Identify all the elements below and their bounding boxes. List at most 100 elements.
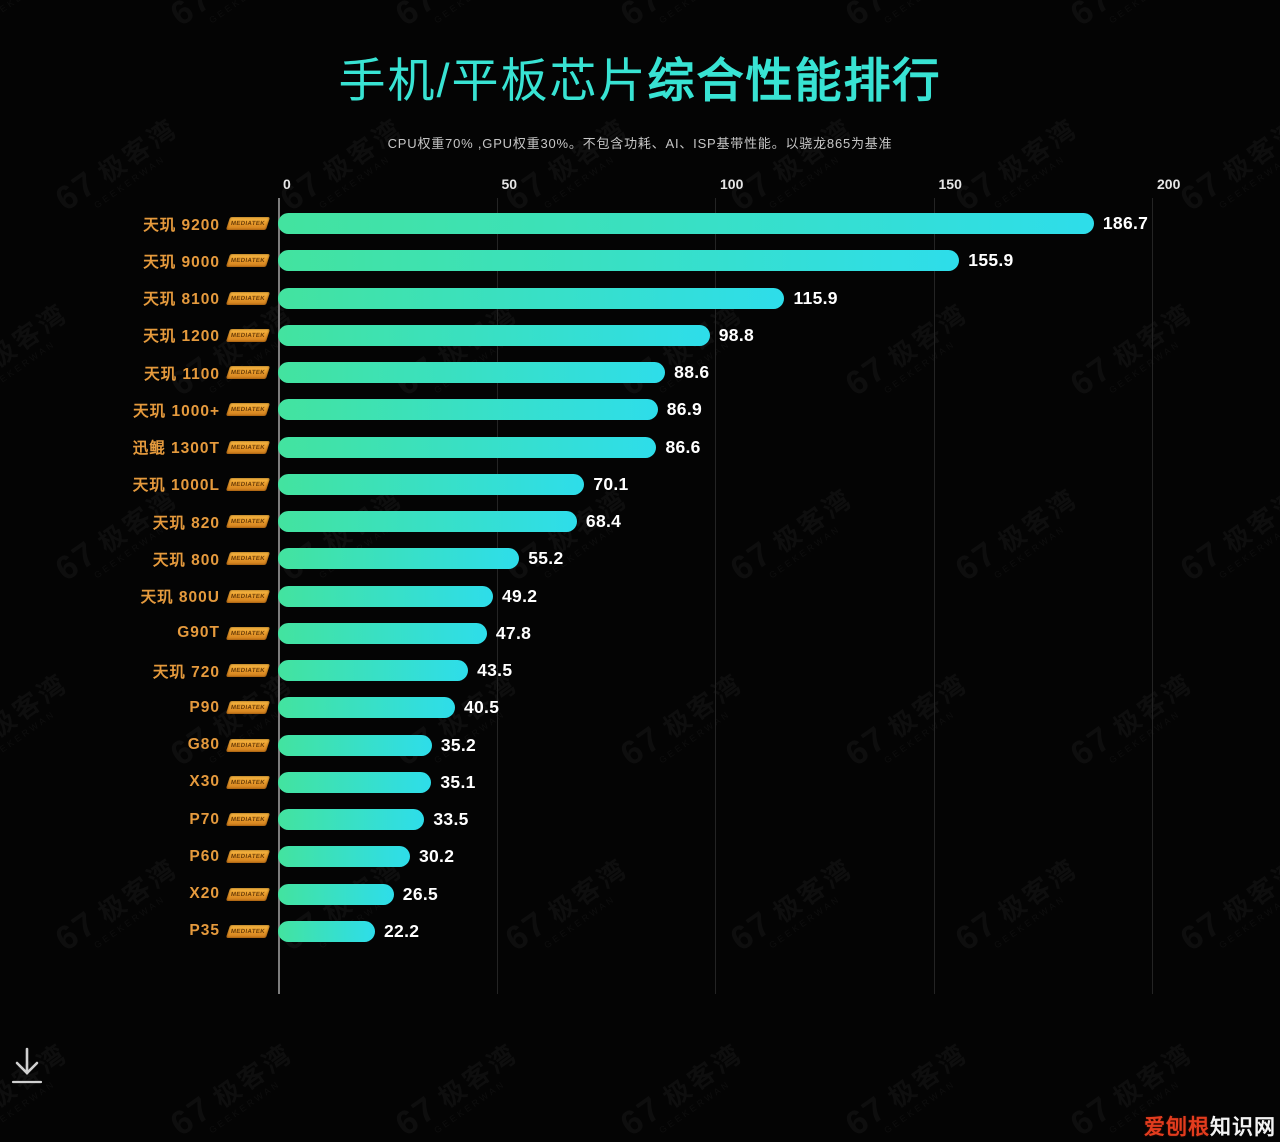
bar-value: 35.2 [440, 734, 477, 755]
label-cell: 天玑 9200 MEDIATEK [0, 213, 278, 235]
page-title: 手机/平板芯片综合性能排行 [0, 42, 1280, 111]
chip-label: 天玑 800 [152, 551, 220, 569]
bar-value: 186.7 [1102, 213, 1149, 234]
bar-row: 天玑 1100 MEDIATEK 88.6 [0, 354, 1280, 391]
mediatek-logo-badge: MEDIATEK [225, 924, 271, 938]
watermark-cn-text: 极客湾 [658, 1037, 749, 1113]
bar-value: 86.6 [665, 436, 701, 457]
bar-track: 33.5 [278, 801, 1280, 838]
mediatek-logo-badge: MEDIATEK [225, 664, 271, 678]
watermark-en-text: GEEKERWAN [860, 1063, 980, 1142]
bar [278, 734, 432, 756]
watermark-cn-text: 极客湾 [433, 1037, 524, 1113]
tick-label-200: 200 [1157, 176, 1181, 192]
watermark-en-text: GEEKERWAN [410, 0, 530, 41]
bar-value: 22.2 [384, 920, 420, 941]
chip-label: 天玑 800U [140, 589, 220, 607]
watermark-logo: 67 [839, 1089, 895, 1142]
bar-value: 35.1 [440, 771, 476, 792]
watermark-tile: 67极客湾GEEKERWAN [839, 0, 980, 41]
bar-track: 49.2 [278, 578, 1280, 615]
watermark-tile: 67极客湾GEEKERWAN [839, 1034, 980, 1142]
bar [278, 213, 1094, 235]
mediatek-badge-label: MEDIATEK [230, 369, 266, 376]
watermark-logo: 67 [614, 1089, 670, 1142]
bar-track: 22.2 [278, 913, 1280, 950]
bar [278, 399, 658, 421]
watermark-en-text: GEEKERWAN [860, 0, 980, 41]
site-watermark-white: 知识网 [1210, 1116, 1276, 1139]
watermark-tile: 67极客湾GEEKERWAN [614, 0, 755, 41]
watermark-en-text: GEEKERWAN [410, 1063, 530, 1142]
label-cell: 迅鲲 1300T MEDIATEK [0, 436, 278, 458]
bar-row: G80 MEDIATEK 35.2 [0, 727, 1280, 764]
label-cell: 天玑 1000+ MEDIATEK [0, 399, 278, 421]
label-cell: 天玑 1000L MEDIATEK [0, 473, 278, 495]
mediatek-logo-badge: MEDIATEK [225, 366, 271, 380]
chip-label: G90T [177, 624, 220, 642]
bar-track: 98.8 [278, 317, 1280, 354]
label-cell: P70 MEDIATEK [0, 811, 278, 829]
label-cell: 天玑 800 MEDIATEK [0, 548, 278, 570]
bar-track: 47.8 [278, 615, 1280, 652]
watermark-tile: 67极客湾GEEKERWAN [1064, 0, 1205, 41]
label-cell: 天玑 1100 MEDIATEK [0, 362, 278, 384]
bar-value: 98.8 [718, 324, 755, 345]
bar [278, 660, 469, 682]
label-cell: 天玑 800U MEDIATEK [0, 585, 278, 607]
gridline-200 [1152, 198, 1153, 994]
bar [278, 548, 520, 570]
label-cell: X20 MEDIATEK [0, 885, 278, 903]
chip-label: P35 [189, 922, 220, 940]
bar [278, 920, 375, 942]
label-cell: P60 MEDIATEK [0, 848, 278, 866]
bar-track: 35.2 [278, 727, 1280, 764]
bar [278, 771, 432, 793]
mediatek-logo-badge: MEDIATEK [225, 738, 271, 752]
gridline-100 [715, 198, 716, 994]
chart-subtitle: CPU权重70% ,GPU权重30%。不包含功耗、AI、ISP基带性能。以骁龙8… [387, 136, 893, 151]
chip-label: 天玑 1000L [132, 477, 220, 495]
title-part-2: 综合性能排行 [647, 54, 942, 107]
mediatek-badge-label: MEDIATEK [230, 257, 266, 264]
bar-row: P70 MEDIATEK 33.5 [0, 801, 1280, 838]
tick-label-100: 100 [720, 176, 744, 192]
download-icon[interactable] [10, 1046, 44, 1090]
bar-chart: 0 50 100 150 200 天玑 9200 MEDIATEK 186.7 天玑 9000… [0, 172, 1280, 1007]
label-cell: 天玑 8100 MEDIATEK [0, 287, 278, 309]
bar-row: 天玑 800 MEDIATEK 55.2 [0, 540, 1280, 577]
mediatek-badge-label: MEDIATEK [230, 220, 266, 227]
mediatek-logo-badge: MEDIATEK [225, 887, 271, 901]
mediatek-badge-label: MEDIATEK [230, 593, 266, 600]
chip-label: X20 [189, 885, 220, 903]
chip-label: 天玑 820 [152, 514, 220, 532]
bar-row: 天玑 720 MEDIATEK 43.5 [0, 652, 1280, 689]
bar [278, 511, 577, 533]
tick-label-150: 150 [938, 176, 962, 192]
tick-label-0: 0 [283, 176, 291, 192]
bar-row: P90 MEDIATEK 40.5 [0, 689, 1280, 726]
mediatek-badge-label: MEDIATEK [230, 481, 266, 488]
mediatek-badge-label: MEDIATEK [230, 630, 266, 637]
bar-track: 70.1 [278, 466, 1280, 503]
site-watermark: 爱刨根知识网 [1144, 1111, 1276, 1141]
label-cell: P35 MEDIATEK [0, 922, 278, 940]
chip-label: 天玑 8100 [143, 291, 220, 309]
bar [278, 287, 785, 309]
bar-track: 68.4 [278, 503, 1280, 540]
mediatek-logo-badge: MEDIATEK [225, 515, 271, 529]
bar-row: 天玑 1000+ MEDIATEK 86.9 [0, 391, 1280, 428]
bar-track: 86.9 [278, 391, 1280, 428]
title-part-1: 手机/平板芯片 [338, 54, 648, 107]
bar-value: 33.5 [433, 809, 469, 830]
bar [278, 846, 410, 868]
watermark-cn-text: 极客湾 [658, 0, 749, 3]
mediatek-logo-badge: MEDIATEK [225, 477, 271, 491]
mediatek-badge-label: MEDIATEK [230, 742, 266, 749]
bar-row: 天玑 1000L MEDIATEK 70.1 [0, 466, 1280, 503]
watermark-logo: 67 [1064, 1089, 1120, 1142]
bar-row: 天玑 9000 MEDIATEK 155.9 [0, 242, 1280, 279]
site-watermark-red: 爱刨根 [1144, 1116, 1210, 1139]
bar-value: 30.2 [418, 846, 455, 867]
bar-track: 30.2 [278, 838, 1280, 875]
